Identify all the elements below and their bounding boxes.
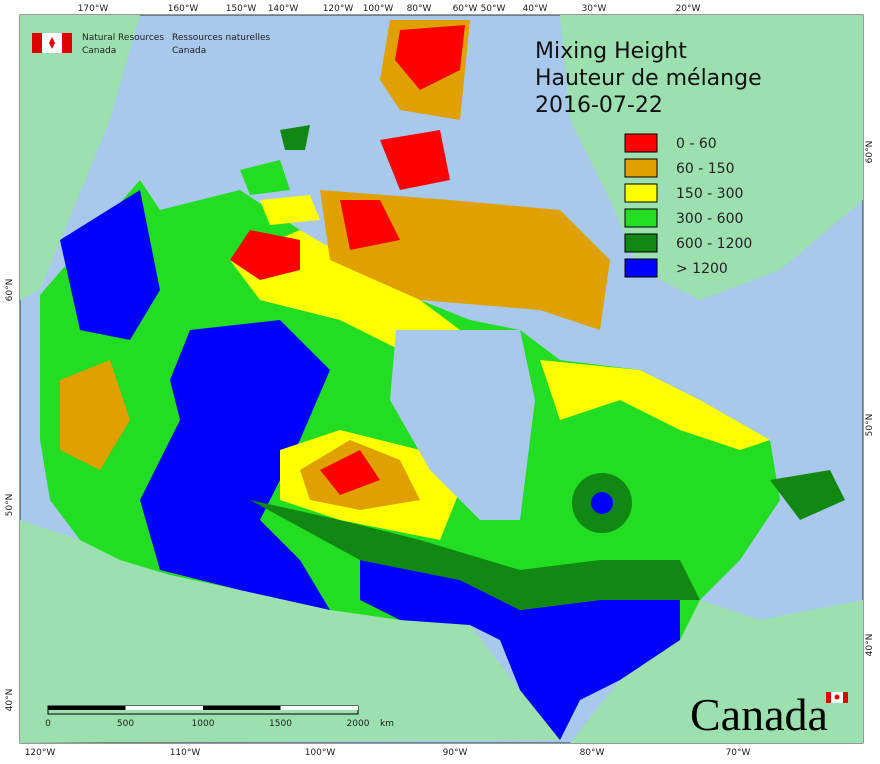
scale-unit: km: [380, 719, 394, 729]
graticule-label: 40°N: [5, 689, 15, 712]
graticule-label: 80°W: [580, 748, 605, 758]
graticule-label: 80°W: [407, 4, 432, 14]
legend-label: > 1200: [676, 261, 728, 277]
legend-swatch: [624, 233, 658, 253]
graticule-label: 60°N: [5, 279, 15, 302]
graticule-label: 100°W: [363, 4, 394, 14]
agency-en: Canada: [82, 46, 116, 56]
wordmark: Canada: [690, 689, 828, 740]
scale-label: 0: [45, 719, 51, 729]
legend-label: 300 - 600: [676, 211, 743, 227]
graticule-label: 60°W: [453, 4, 478, 14]
scale-segment: [203, 706, 281, 710]
graticule-label: 20°W: [676, 4, 701, 14]
graticule-label: 170°W: [78, 4, 109, 14]
graticule-label: 40°W: [523, 4, 548, 14]
legend-swatch: [624, 258, 658, 278]
graticule-label: 50°W: [481, 4, 506, 14]
graticule-label: 120°W: [25, 748, 56, 758]
legend-label: 150 - 300: [676, 186, 743, 202]
title: Hauteur de mélange: [535, 66, 762, 91]
graticule-label: 60°N: [865, 141, 875, 164]
graticule-label: 150°W: [226, 4, 257, 14]
graticule-label: 110°W: [170, 748, 201, 758]
legend-swatch: [624, 158, 658, 178]
graticule-label: 50°N: [5, 494, 15, 517]
graticule-label: 50°N: [865, 414, 875, 437]
legend-swatch: [624, 133, 658, 153]
legend-swatch: [624, 183, 658, 203]
agency-fr: Canada: [172, 46, 206, 56]
graticule-label: 100°W: [305, 748, 336, 758]
graticule-label: 30°W: [582, 4, 607, 14]
graticule-label: 120°W: [323, 4, 354, 14]
title: 2016-07-22: [535, 93, 663, 118]
scale-label: 1500: [269, 719, 292, 729]
legend-label: 60 - 150: [676, 161, 735, 177]
land: [20, 15, 863, 743]
scale-segment: [125, 706, 203, 710]
scale-segment: [48, 706, 126, 710]
agency-fr: Ressources naturelles: [172, 33, 271, 43]
agency-en: Natural Resources: [82, 33, 164, 43]
scale-label: 2000: [347, 719, 370, 729]
graticule-label: 40°N: [865, 634, 875, 657]
legend-swatch: [624, 208, 658, 228]
title: Mixing Height: [535, 39, 687, 64]
nrcan-flag: [32, 33, 72, 53]
scale-label: 500: [117, 719, 134, 729]
legend-label: 600 - 1200: [676, 236, 752, 252]
graticule-label: 90°W: [443, 748, 468, 758]
graticule-label: 70°W: [726, 748, 751, 758]
wordmark-flag: [826, 692, 848, 703]
scale-segment: [280, 706, 358, 710]
legend-label: 0 - 60: [676, 136, 717, 152]
graticule-label: 140°W: [268, 4, 299, 14]
scale-label: 1000: [192, 719, 215, 729]
graticule-label: 160°W: [168, 4, 199, 14]
